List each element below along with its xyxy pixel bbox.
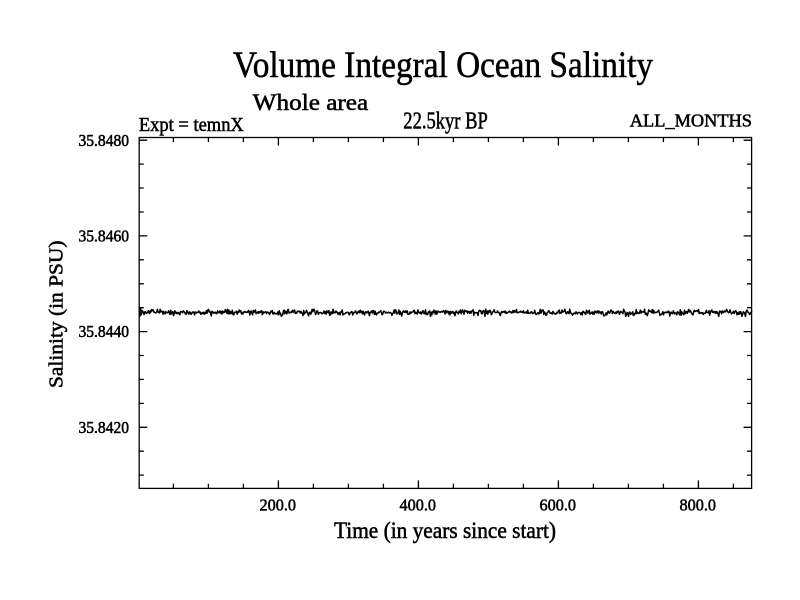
svg-text:200.0: 200.0 [260,496,297,515]
svg-text:35.8480: 35.8480 [79,131,130,150]
svg-text:Time (in years since start): Time (in years since start) [334,518,556,544]
svg-text:35.8460: 35.8460 [79,227,130,246]
svg-text:35.8420: 35.8420 [79,418,130,437]
svg-text:Whole area: Whole area [253,90,369,116]
svg-text:35.8440: 35.8440 [79,322,130,341]
svg-text:22.5kyr BP: 22.5kyr BP [403,107,488,134]
svg-text:400.0: 400.0 [400,496,437,515]
svg-text:Volume Integral Ocean Salinity: Volume Integral Ocean Salinity [233,45,653,86]
svg-text:Salinity (in PSU): Salinity (in PSU) [46,241,68,389]
svg-text:800.0: 800.0 [680,496,717,515]
svg-text:600.0: 600.0 [540,496,577,515]
svg-text:ALL_MONTHS: ALL_MONTHS [630,110,752,130]
svg-text:Expt = temnX: Expt = temnX [139,114,244,136]
